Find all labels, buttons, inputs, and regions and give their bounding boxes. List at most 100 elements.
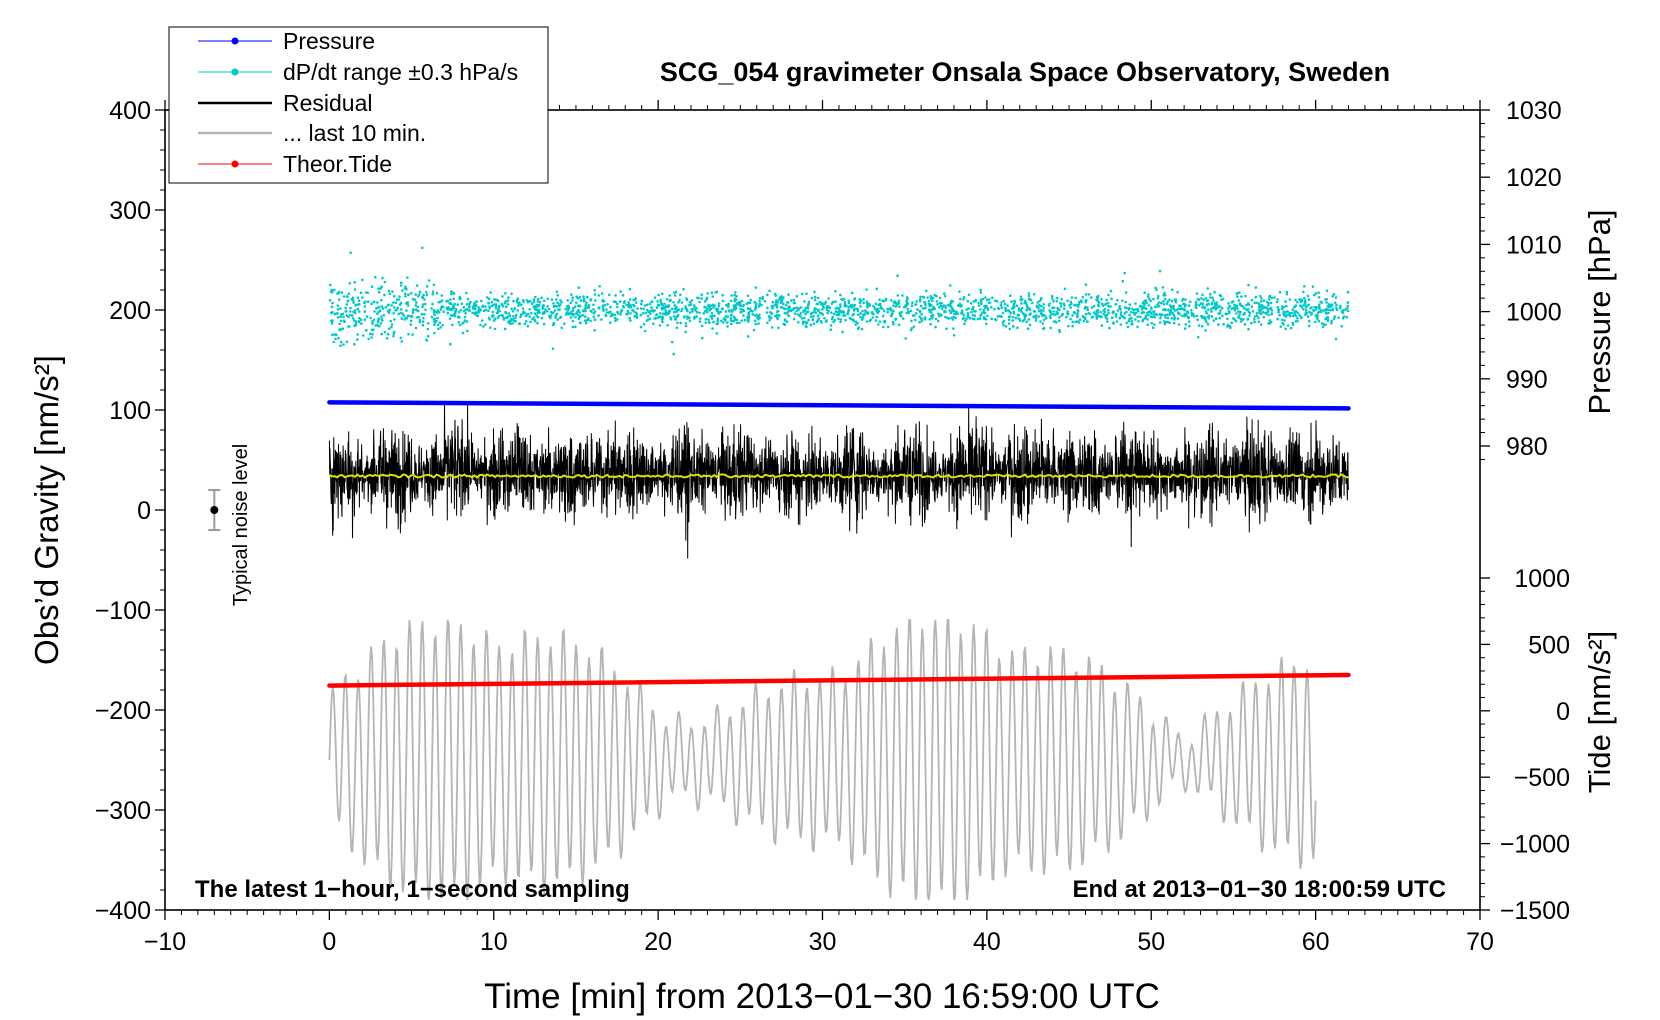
dpdt-point: [1201, 306, 1204, 309]
legend-marker-pressure: [231, 37, 239, 45]
dpdt-point: [1205, 303, 1209, 307]
dpdt-point: [425, 338, 428, 342]
dpdt-point: [400, 317, 404, 320]
dpdt-point: [1225, 312, 1229, 316]
dpdt-point: [380, 315, 383, 318]
dpdt-point: [376, 301, 379, 304]
dpdt-point: [1084, 283, 1088, 286]
dpdt-point: [858, 298, 861, 301]
dpdt-point: [875, 315, 879, 319]
dpdt-point: [351, 317, 355, 320]
dpdt-point: [1141, 318, 1145, 322]
legend-entry-pressure: Pressure: [198, 28, 375, 54]
dpdt-point: [453, 302, 457, 306]
dpdt-point: [677, 308, 681, 312]
dpdt-point: [804, 308, 807, 312]
dpdt-point: [1260, 297, 1263, 300]
dpdt-point: [1118, 316, 1122, 320]
dpdt-point: [717, 302, 721, 305]
dpdt-point: [770, 326, 774, 329]
dpdt-point: [363, 305, 367, 308]
dpdt-point: [803, 316, 806, 320]
dpdt-point: [512, 315, 515, 318]
dpdt-point: [1170, 299, 1174, 303]
dpdt-point: [1144, 306, 1147, 310]
legend-marker-dpdt: [231, 68, 239, 76]
dpdt-point: [1316, 317, 1319, 321]
dpdt-point: [841, 330, 844, 334]
dpdt-point: [827, 305, 830, 309]
dpdt-point: [1166, 316, 1170, 320]
dpdt-point: [732, 304, 736, 307]
dpdt-point: [696, 296, 699, 300]
tide-tick-label: −500: [1514, 764, 1570, 792]
dpdt-point: [422, 316, 425, 320]
dpdt-point: [1333, 301, 1337, 305]
dpdt-point: [1331, 307, 1335, 311]
dpdt-point: [1173, 318, 1176, 321]
dpdt-point: [1126, 325, 1130, 329]
dpdt-point: [406, 276, 409, 279]
dpdt-point: [456, 303, 460, 306]
dpdt-point: [508, 319, 511, 323]
dpdt-point: [405, 287, 408, 291]
dpdt-point: [827, 297, 830, 300]
dpdt-point: [837, 317, 840, 321]
dpdt-point: [367, 337, 370, 341]
dpdt-point: [559, 316, 562, 320]
dpdt-point: [362, 334, 365, 337]
dpdt-point: [886, 307, 889, 311]
dpdt-point: [1041, 322, 1045, 325]
dpdt-point: [1042, 306, 1045, 310]
dpdt-point: [1314, 306, 1318, 309]
dpdt-point: [1172, 304, 1176, 308]
dpdt-point: [556, 318, 560, 321]
dpdt-point: [921, 307, 925, 310]
dpdt-point: [1275, 300, 1279, 304]
dpdt-point: [571, 299, 574, 302]
y-tick-label: 200: [109, 297, 151, 325]
dpdt-point: [747, 320, 750, 323]
dpdt-point: [1187, 320, 1191, 323]
dpdt-point: [597, 294, 600, 297]
dpdt-point: [563, 322, 566, 326]
dpdt-point: [1057, 308, 1060, 311]
dpdt-point: [475, 300, 479, 303]
dpdt-point: [484, 323, 487, 326]
dpdt-point: [560, 326, 563, 330]
dpdt-point: [795, 306, 798, 310]
dpdt-point: [1057, 319, 1061, 323]
dpdt-point: [711, 327, 714, 330]
dpdt-point: [405, 301, 409, 305]
dpdt-point: [813, 290, 816, 294]
dpdt-point: [1141, 306, 1144, 310]
dpdt-point: [520, 303, 523, 307]
dpdt-point: [426, 322, 430, 325]
dpdt-point: [390, 325, 393, 329]
dpdt-point: [622, 305, 626, 309]
dpdt-point: [1279, 325, 1283, 328]
dpdt-point: [896, 294, 900, 297]
dpdt-point: [833, 312, 836, 316]
dpdt-point: [1254, 295, 1258, 299]
dpdt-point: [489, 326, 492, 330]
dpdt-point: [919, 304, 923, 308]
dpdt-point: [948, 309, 951, 312]
dpdt-point: [641, 312, 645, 315]
dpdt-point: [331, 333, 334, 337]
dpdt-point: [1072, 311, 1076, 314]
dpdt-point: [1195, 306, 1198, 310]
dpdt-point: [540, 296, 543, 300]
dpdt-point: [1013, 299, 1016, 303]
dpdt-point: [1023, 315, 1027, 319]
dpdt-point: [1079, 299, 1083, 302]
dpdt-point: [337, 298, 341, 301]
dpdt-point: [330, 290, 334, 294]
dpdt-point: [995, 318, 998, 322]
dpdt-point: [336, 292, 339, 295]
dpdt-point: [508, 314, 512, 318]
dpdt-point: [753, 319, 757, 323]
dpdt-point: [1285, 290, 1289, 294]
dpdt-point: [437, 310, 441, 314]
dpdt-point: [356, 296, 360, 300]
